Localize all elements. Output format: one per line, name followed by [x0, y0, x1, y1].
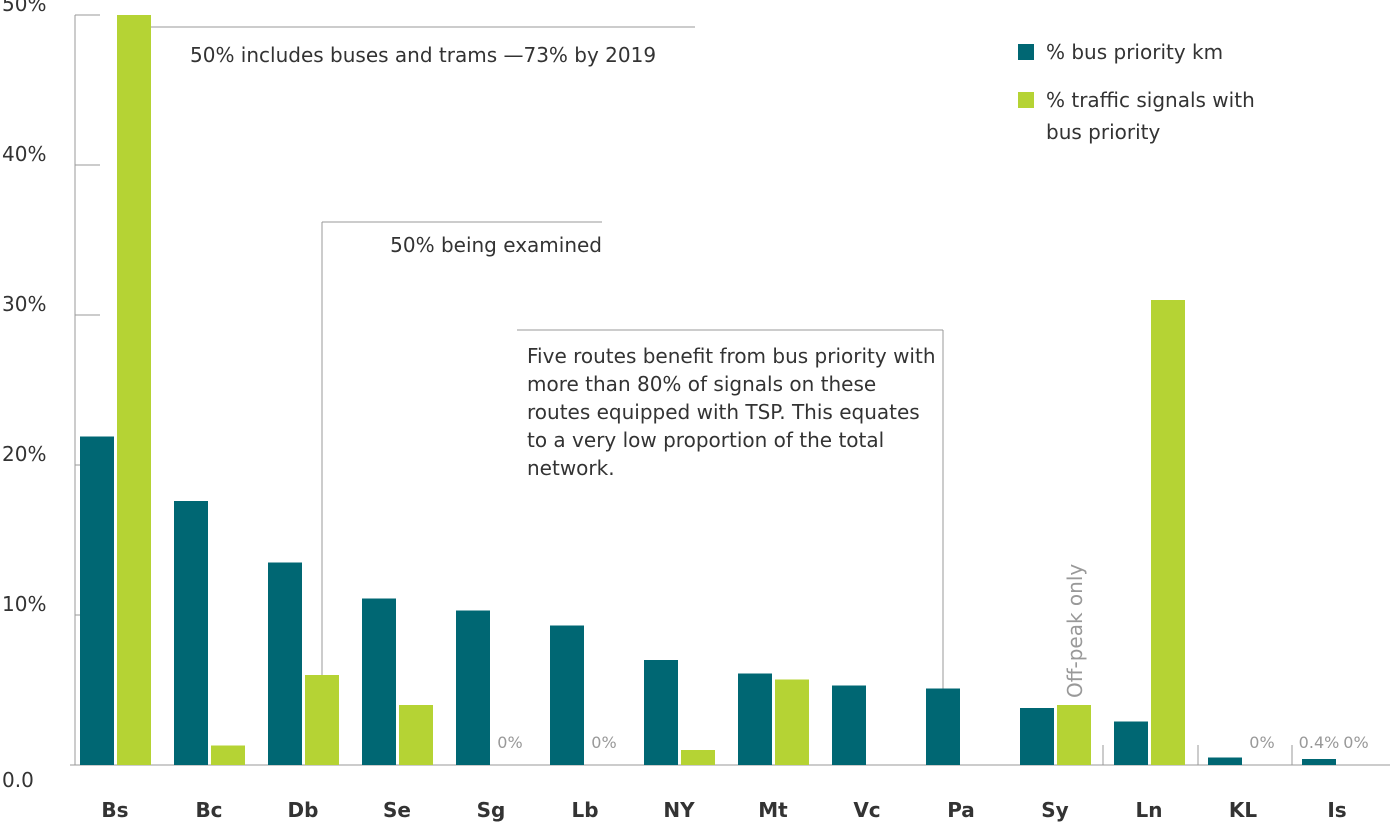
- annotation: 50% being examined: [390, 233, 602, 257]
- annotation: Off-peak only: [1063, 564, 1087, 698]
- y-tick-label: 50%: [2, 0, 46, 16]
- value-label: 0%: [1249, 733, 1274, 752]
- bar: [1302, 759, 1336, 765]
- x-tick-label: Lb: [571, 798, 598, 822]
- y-tick-label: 10%: [2, 592, 46, 616]
- bar: [832, 685, 866, 765]
- x-tick-label: KL: [1229, 798, 1257, 822]
- annotation: Five routes benefit from bus priority wi…: [527, 344, 936, 480]
- bar: [1151, 300, 1185, 765]
- x-tick-label: NY: [663, 798, 695, 822]
- x-tick-label: Bc: [195, 798, 222, 822]
- value-label: 0%: [1343, 733, 1368, 752]
- x-tick-label: Vc: [853, 798, 880, 822]
- bar: [926, 688, 960, 765]
- x-tick-label: Ln: [1136, 798, 1163, 822]
- bar: [268, 562, 302, 765]
- value-label: 0%: [591, 733, 616, 752]
- bar: [174, 501, 208, 765]
- value-label: 0.4%: [1299, 733, 1340, 752]
- bar: [1020, 708, 1054, 765]
- y-tick-label: 0.0: [2, 768, 34, 792]
- bar: [80, 436, 114, 765]
- y-tick-label: 20%: [2, 442, 46, 466]
- value-label: 0%: [497, 733, 522, 752]
- bar: [399, 705, 433, 765]
- bar: [1057, 705, 1091, 765]
- legend-swatch: [1018, 92, 1034, 108]
- x-tick-label: Pa: [947, 798, 975, 822]
- x-tick-label: Is: [1327, 798, 1346, 822]
- annotation: 50% includes buses and trams —73% by 201…: [190, 43, 656, 67]
- bar: [550, 625, 584, 765]
- bar: [117, 15, 151, 765]
- legend-label: % traffic signals with bus priority: [1046, 88, 1255, 144]
- bar: [305, 675, 339, 765]
- y-tick-label: 40%: [2, 142, 46, 166]
- bar: [211, 745, 245, 765]
- bar: [456, 610, 490, 765]
- x-tick-label: Mt: [758, 798, 788, 822]
- bar: [1208, 757, 1242, 765]
- bar: [1114, 721, 1148, 765]
- x-tick-label: Sg: [477, 798, 506, 822]
- bar: [775, 679, 809, 765]
- x-tick-label: Se: [383, 798, 411, 822]
- bar: [362, 598, 396, 765]
- x-tick-label: Bs: [101, 798, 128, 822]
- x-tick-label: Sy: [1041, 798, 1068, 822]
- bar: [644, 660, 678, 765]
- legend-label: % bus priority km: [1046, 40, 1224, 64]
- bar: [681, 750, 715, 765]
- legend-swatch: [1018, 44, 1034, 60]
- bar: [738, 673, 772, 765]
- y-tick-label: 30%: [2, 292, 46, 316]
- x-tick-label: Db: [288, 798, 319, 822]
